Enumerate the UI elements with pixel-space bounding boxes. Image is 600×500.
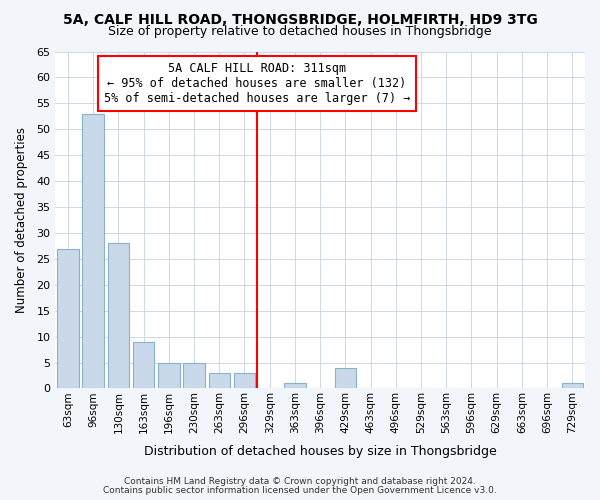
Bar xyxy=(234,373,255,388)
Bar xyxy=(562,384,583,388)
Bar xyxy=(209,373,230,388)
Bar xyxy=(335,368,356,388)
Text: Size of property relative to detached houses in Thongsbridge: Size of property relative to detached ho… xyxy=(108,25,492,38)
Text: Contains public sector information licensed under the Open Government Licence v3: Contains public sector information licen… xyxy=(103,486,497,495)
Bar xyxy=(107,244,129,388)
Text: 5A, CALF HILL ROAD, THONGSBRIDGE, HOLMFIRTH, HD9 3TG: 5A, CALF HILL ROAD, THONGSBRIDGE, HOLMFI… xyxy=(62,12,538,26)
Bar xyxy=(57,248,79,388)
Bar xyxy=(133,342,154,388)
Bar xyxy=(184,362,205,388)
X-axis label: Distribution of detached houses by size in Thongsbridge: Distribution of detached houses by size … xyxy=(144,444,497,458)
Bar xyxy=(82,114,104,388)
Text: 5A CALF HILL ROAD: 311sqm
← 95% of detached houses are smaller (132)
5% of semi-: 5A CALF HILL ROAD: 311sqm ← 95% of detac… xyxy=(104,62,410,105)
Bar xyxy=(158,362,179,388)
Y-axis label: Number of detached properties: Number of detached properties xyxy=(15,127,28,313)
Bar xyxy=(284,384,305,388)
Text: Contains HM Land Registry data © Crown copyright and database right 2024.: Contains HM Land Registry data © Crown c… xyxy=(124,477,476,486)
